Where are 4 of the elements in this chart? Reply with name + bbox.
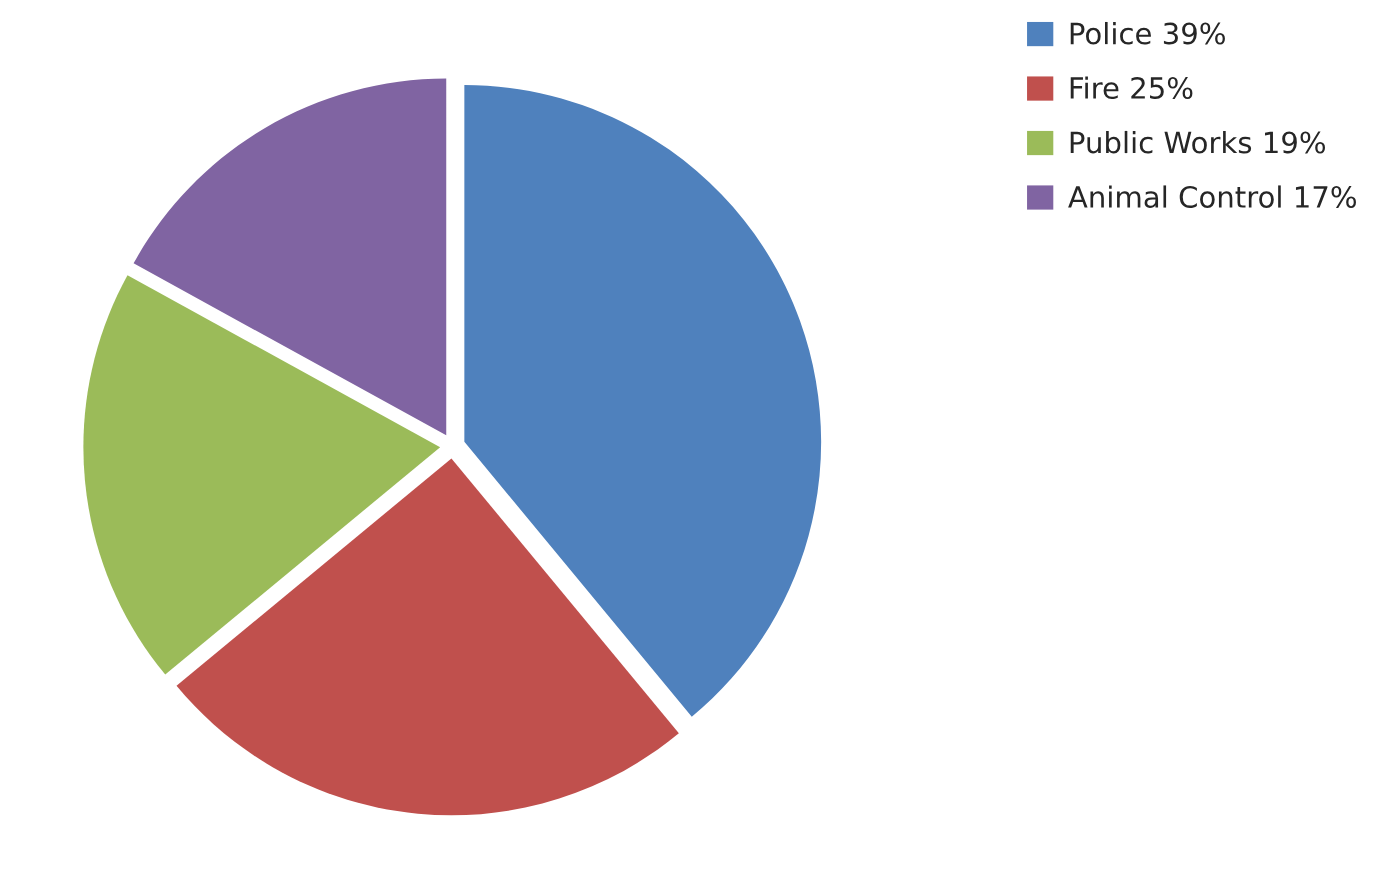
legend-label: Animal Control 17%: [1068, 185, 1356, 208]
legend-label: Fire 25%: [1070, 76, 1193, 100]
legend-label: Police 39%: [1070, 21, 1225, 45]
legend-label: Public Works 19%: [1070, 130, 1326, 154]
